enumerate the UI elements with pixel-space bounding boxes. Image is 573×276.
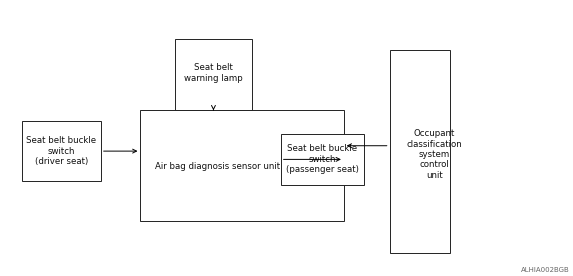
Bar xyxy=(22,121,101,181)
Bar xyxy=(281,134,364,185)
Text: ALHIA002BGB: ALHIA002BGB xyxy=(521,267,570,273)
Bar xyxy=(140,110,344,221)
Text: Seat belt buckle
switch
(driver seat): Seat belt buckle switch (driver seat) xyxy=(26,136,96,166)
Text: Occupant
classification
system
control
unit: Occupant classification system control u… xyxy=(406,129,462,180)
Text: Air bag diagnosis sensor unit: Air bag diagnosis sensor unit xyxy=(155,163,280,171)
Text: Seat belt buckle
switch
(passenger seat): Seat belt buckle switch (passenger seat) xyxy=(286,144,359,174)
Text: Seat belt
warning lamp: Seat belt warning lamp xyxy=(184,63,243,83)
Bar xyxy=(175,39,252,110)
Bar xyxy=(390,50,450,253)
